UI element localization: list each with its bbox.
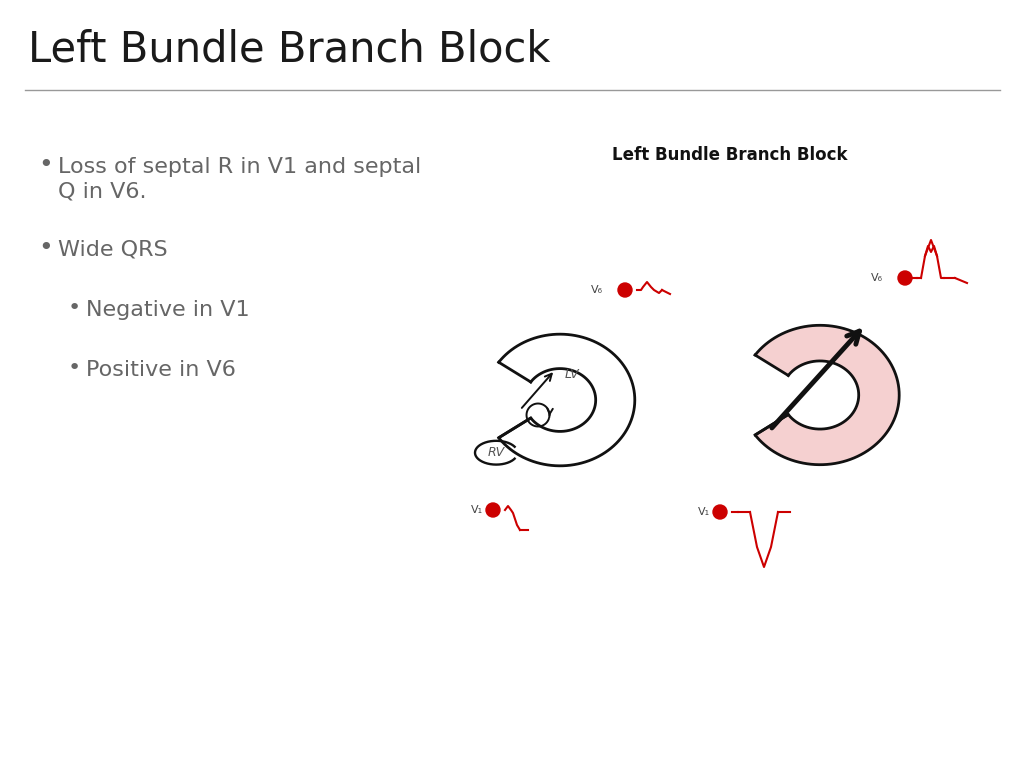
Text: •: • [68, 298, 81, 318]
Text: •: • [68, 358, 81, 378]
Text: RV: RV [487, 446, 505, 459]
Circle shape [486, 503, 500, 517]
Text: Positive in V6: Positive in V6 [86, 360, 236, 380]
Text: •: • [38, 153, 53, 177]
Text: Q in V6.: Q in V6. [58, 182, 146, 202]
Text: LV: LV [564, 369, 580, 382]
Circle shape [713, 505, 727, 519]
Circle shape [898, 271, 912, 285]
Polygon shape [755, 326, 899, 465]
Polygon shape [499, 334, 635, 466]
Text: V₁: V₁ [471, 505, 483, 515]
Text: Left Bundle Branch Block: Left Bundle Branch Block [612, 146, 848, 164]
Text: Left Bundle Branch Block: Left Bundle Branch Block [28, 29, 551, 71]
Text: Wide QRS: Wide QRS [58, 240, 168, 260]
Text: •: • [38, 236, 53, 260]
Circle shape [618, 283, 632, 297]
Text: Loss of septal R in V1 and septal: Loss of septal R in V1 and septal [58, 157, 421, 177]
Text: V₆: V₆ [591, 285, 603, 295]
Text: V₆: V₆ [871, 273, 883, 283]
Text: Negative in V1: Negative in V1 [86, 300, 250, 320]
Polygon shape [475, 441, 515, 465]
Text: V₁: V₁ [698, 507, 710, 517]
